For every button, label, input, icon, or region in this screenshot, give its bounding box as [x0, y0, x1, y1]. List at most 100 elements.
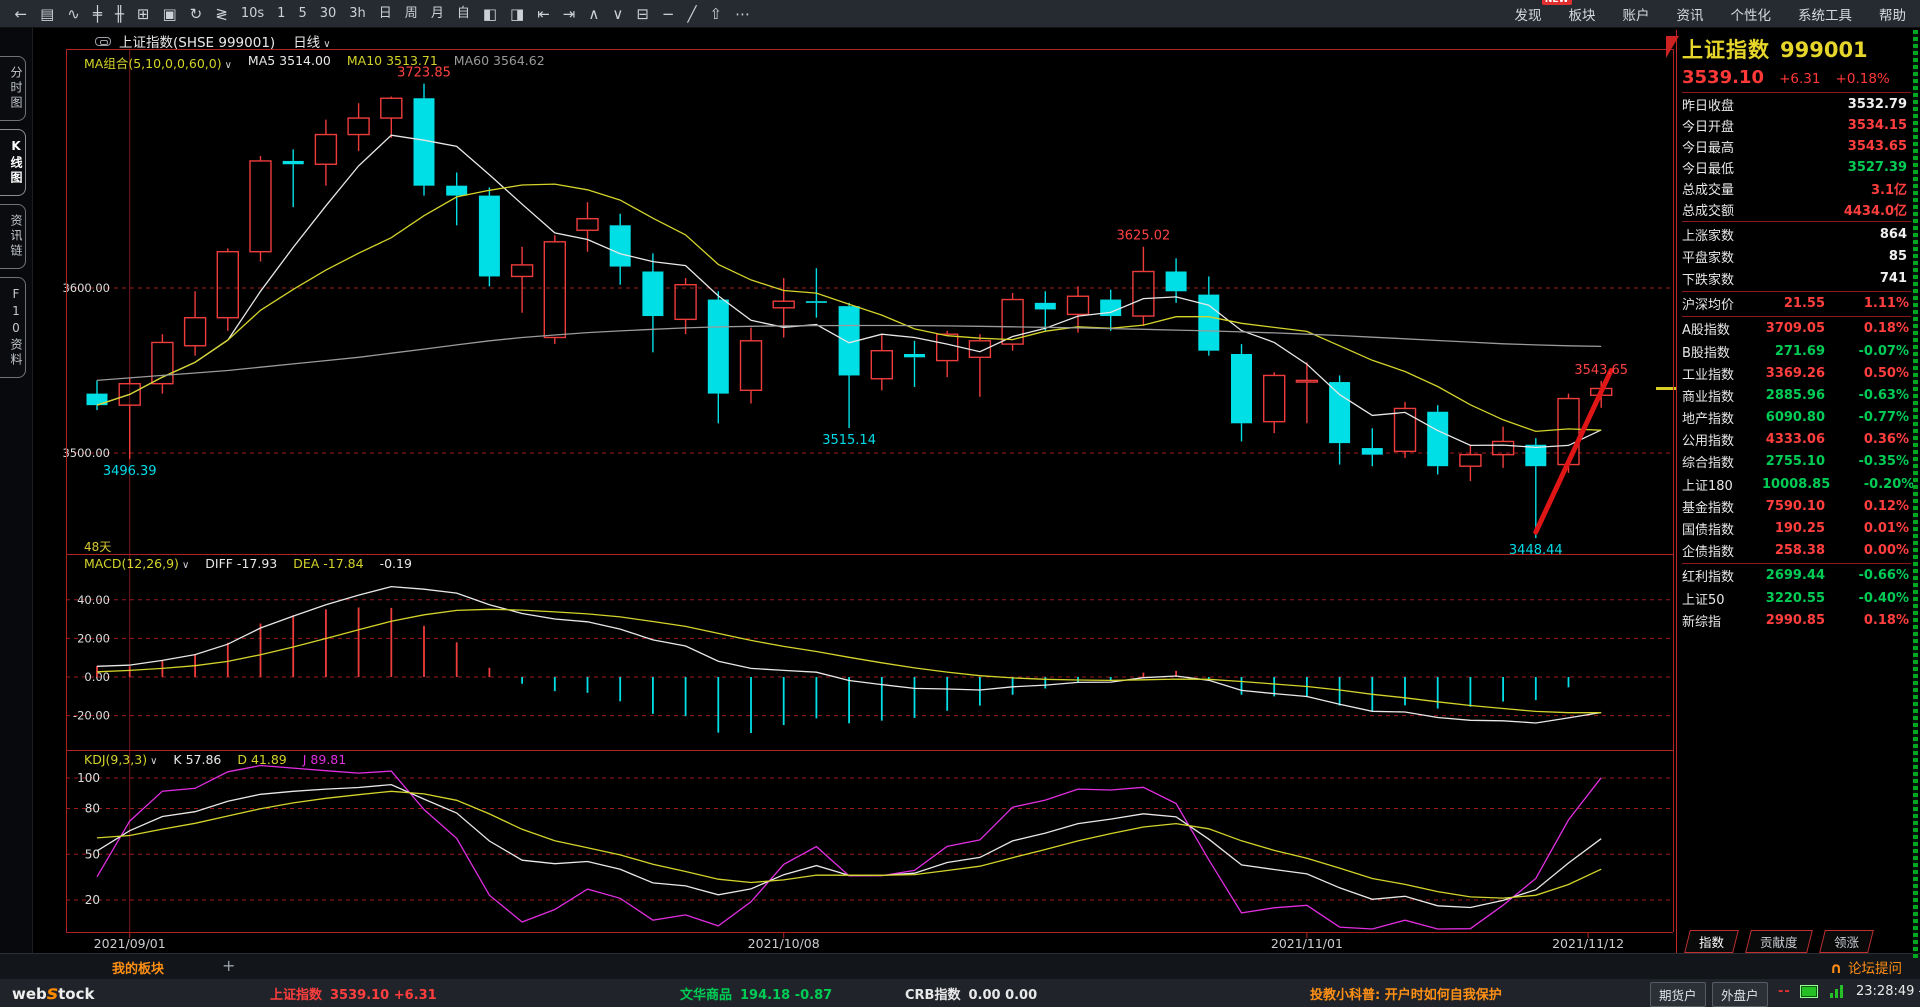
ticker-sse[interactable]: 上证指数 3539.10 +6.31	[270, 984, 437, 1003]
count-row-3[interactable]: 下跌家数 741	[1682, 267, 1911, 289]
draw-slash-icon[interactable]: ╱	[687, 4, 697, 23]
chart-title-bar: 上证指数(SHSE 999001) 日线	[95, 31, 331, 51]
scroll-down-icon[interactable]: ∨	[612, 4, 624, 23]
index-row-2-label: B股指数	[1682, 345, 1730, 361]
split-view-icon[interactable]: ◧	[482, 4, 498, 23]
overseas-account-button[interactable]: 外盘户	[1712, 982, 1768, 1007]
period-3h-button[interactable]: 3h	[349, 5, 366, 21]
count-row-3-label: 下跌家数	[1682, 272, 1735, 288]
svg-text:-20.00: -20.00	[73, 709, 110, 723]
average-row[interactable]: 沪深均价 21.55 1.11%	[1682, 293, 1911, 315]
macd-bar-value: -0.19	[379, 556, 412, 571]
summary-row-5[interactable]: 总成交量 3.1亿	[1682, 178, 1911, 199]
save-icon[interactable]: ▣	[162, 4, 177, 23]
summary-row-4[interactable]: 今日最低 3527.39	[1682, 157, 1911, 178]
futures-account-button[interactable]: 期货户	[1650, 982, 1706, 1007]
summary-row-6[interactable]: 总成交额 4434.0亿	[1682, 199, 1911, 220]
index-row-8-value: 10008.85	[1762, 476, 1831, 492]
quote-tab-3[interactable]: 领涨	[1818, 930, 1874, 953]
index-row-14-pct: 0.18%	[1863, 612, 1909, 628]
sidebar-tab-1[interactable]: 分时图	[0, 56, 26, 121]
forum-link[interactable]: 论坛提问	[1830, 957, 1902, 977]
summary-row-3[interactable]: 今日最高 3543.65	[1682, 136, 1911, 157]
index-row-12[interactable]: 红利指数 2699.44 -0.66%	[1682, 565, 1911, 587]
summary-row-2[interactable]: 今日开盘 3534.15	[1682, 115, 1911, 136]
page-left-icon[interactable]: ⇤	[537, 4, 550, 23]
index-row-5-label: 地产指数	[1682, 412, 1735, 428]
index-row-13[interactable]: 上证50 3220.55 -0.40%	[1682, 587, 1911, 609]
menu-item-1[interactable]: 发现NEW	[1515, 0, 1572, 24]
chart-grid-icon[interactable]: ⊞	[136, 4, 150, 23]
menu-item-6[interactable]: 系统工具	[1798, 7, 1852, 24]
count-row-2[interactable]: 平盘家数 85	[1682, 245, 1911, 267]
overlay-icon[interactable]: ≷	[215, 4, 228, 23]
menu-item-3[interactable]: 账户	[1622, 7, 1650, 24]
refresh-icon[interactable]: ↻	[189, 4, 203, 23]
quote-tab-1[interactable]: 指数	[1684, 930, 1739, 953]
kline-icon[interactable]: ╪	[92, 4, 102, 23]
period-month-button[interactable]: 月	[430, 5, 444, 21]
period-1-button[interactable]: 1	[277, 5, 286, 21]
ticker-wenhua[interactable]: 文华商品 194.18 -0.87	[680, 984, 832, 1003]
menu-item-7[interactable]: 帮助	[1879, 7, 1906, 24]
link-icon[interactable]	[95, 36, 111, 46]
quote-tab-2[interactable]: 贡献度	[1745, 930, 1813, 953]
macd-settings[interactable]: MACD(12,26,9)	[84, 556, 189, 571]
index-row-3[interactable]: 工业指数 3369.26 0.50%	[1682, 362, 1911, 384]
merge-view-icon[interactable]: ◨	[510, 4, 525, 23]
scroll-up-icon[interactable]: ∧	[588, 4, 600, 23]
index-row-6-label: 公用指数	[1682, 434, 1735, 450]
quote-title: 上证指数 999001	[1682, 38, 1868, 62]
period-30-button[interactable]: 30	[319, 5, 337, 21]
kdj-settings[interactable]: KDJ(9,3,3)	[84, 752, 157, 767]
keyboard-icon[interactable]	[1800, 985, 1818, 998]
report-icon[interactable]: ▤	[40, 4, 55, 23]
sidebar-tab-4[interactable]: F10资料	[0, 277, 26, 378]
index-row-7-value: 2755.10	[1765, 454, 1825, 470]
index-row-10[interactable]: 国债指数 190.25 0.01%	[1682, 517, 1911, 539]
period-10s-button[interactable]: 10s	[240, 5, 265, 21]
index-row-7-label: 综合指数	[1682, 456, 1735, 472]
count-row-1[interactable]: 上涨家数 864	[1682, 223, 1911, 245]
index-row-5[interactable]: 地产指数 6090.80 -0.77%	[1682, 407, 1911, 429]
index-row-6[interactable]: 公用指数 4333.06 0.36%	[1682, 429, 1911, 451]
index-row-8[interactable]: 上证180 10008.85 -0.20%	[1682, 473, 1914, 495]
menu-item-4[interactable]: 资讯	[1676, 7, 1704, 24]
period-custom-button[interactable]: 自	[456, 5, 470, 21]
index-row-2[interactable]: B股指数 271.69 -0.07%	[1682, 340, 1911, 362]
quote-rows: 昨日收盘 3532.79 今日开盘 3534.15 今日最高 3543.65 今日最低 352…	[1682, 94, 1914, 631]
period-5-button[interactable]: 5	[298, 5, 307, 21]
ticker-crb[interactable]: CRB指数 0.00 0.00	[905, 984, 1037, 1003]
trend-line-icon[interactable]: ∿	[67, 4, 80, 23]
index-row-1[interactable]: A股指数 3709.05 0.18%	[1682, 318, 1911, 340]
menu-item-2[interactable]: 板块	[1568, 7, 1596, 24]
ma-settings[interactable]: MA组合(5,10,0,0,60,0)	[84, 53, 232, 72]
more-icon[interactable]: ⋯	[735, 4, 751, 23]
summary-row-1[interactable]: 昨日收盘 3532.79	[1682, 94, 1911, 115]
index-row-9[interactable]: 基金指数 7590.10 0.12%	[1682, 495, 1911, 517]
index-row-11[interactable]: 企债指数 258.38 0.00%	[1682, 540, 1911, 562]
draw-line-icon[interactable]: −	[661, 4, 675, 23]
publish-icon[interactable]: ⇧	[709, 4, 723, 23]
svg-text:3625.02: 3625.02	[1117, 229, 1171, 244]
summary-row-3-value: 3543.65	[1847, 139, 1907, 154]
back-icon[interactable]: ←	[14, 4, 28, 23]
sidebar-tab-3[interactable]: 资讯链	[0, 204, 26, 269]
add-tab-button[interactable]: +	[222, 956, 236, 975]
period-selector[interactable]: 日线	[293, 31, 330, 51]
page-right-icon[interactable]: ⇥	[562, 4, 576, 23]
multi-kline-icon[interactable]: ╫	[114, 4, 124, 23]
period-day-button[interactable]: 日	[378, 5, 392, 21]
right-scrollbar[interactable]	[1913, 30, 1918, 958]
panel-table-icon[interactable]: ⊟	[636, 4, 649, 23]
sidebar-tab-2[interactable]: K线图	[0, 129, 26, 196]
index-row-7[interactable]: 综合指数 2755.10 -0.35%	[1682, 451, 1911, 473]
index-row-4[interactable]: 商业指数 2885.96 -0.63%	[1682, 384, 1911, 406]
index-row-14[interactable]: 新综指 2990.85 0.18%	[1682, 609, 1911, 631]
average-row-label: 沪深均价	[1682, 298, 1735, 314]
period-week-button[interactable]: 周	[404, 5, 418, 21]
macd-dea-value: DEA -17.84	[293, 556, 364, 571]
menu-item-5[interactable]: 个性化	[1730, 7, 1772, 24]
